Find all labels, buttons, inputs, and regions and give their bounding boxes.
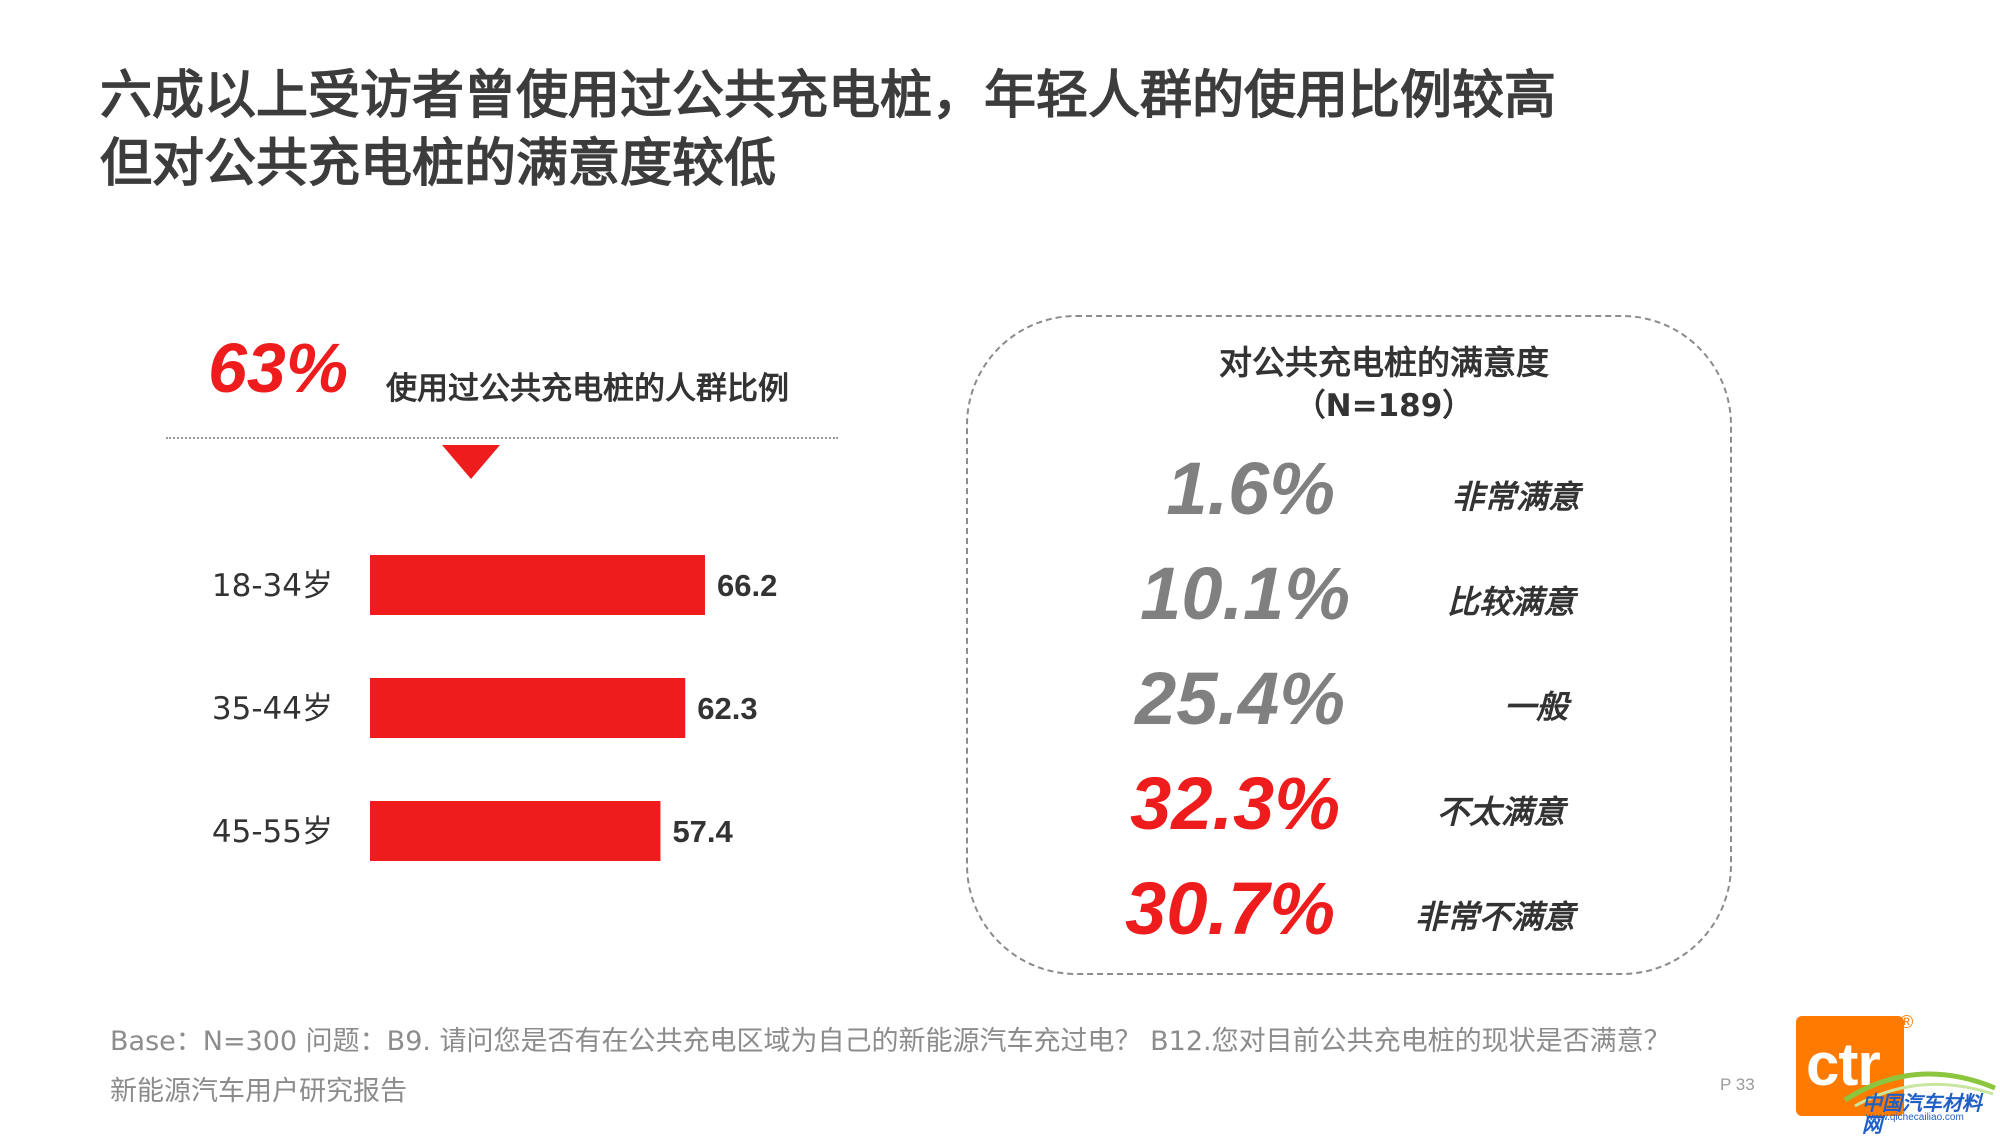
- title-line-2: 但对公共充电桩的满意度较低: [100, 134, 777, 194]
- satisfaction-percent: 1.6%: [1166, 447, 1335, 530]
- watermark-swoosh-icon: [1843, 1071, 1996, 1108]
- bar-category-label: 35-44岁: [212, 691, 333, 727]
- bar-value-label: 57.4: [672, 814, 733, 849]
- title-line-1: 六成以上受访者曾使用过公共充电桩，年轻人群的使用比例较高: [100, 66, 1557, 126]
- registered-mark: ®: [1900, 1012, 1914, 1032]
- satisfaction-panel: [966, 315, 1732, 975]
- bar-value-label: 66.2: [717, 568, 777, 603]
- page-number: P 33: [1720, 1075, 1755, 1094]
- bar: [370, 555, 705, 615]
- bar-value-label: 62.3: [697, 691, 757, 726]
- down-arrow-icon: [442, 445, 500, 479]
- usage-percent: 63%: [208, 329, 349, 407]
- page-title: 六成以上受访者曾使用过公共充电桩，年轻人群的使用比例较高 但对公共充电桩的满意度…: [100, 62, 1900, 198]
- satisfaction-label: 不太满意: [1436, 793, 1565, 831]
- usage-percent-label: 使用过公共充电桩的人群比例: [386, 371, 789, 407]
- satisfaction-percent: 10.1%: [1140, 552, 1350, 635]
- satisfaction-label: 比较满意: [1446, 583, 1575, 621]
- satisfaction-title: 对公共充电桩的满意度: [1219, 343, 1549, 382]
- report-name: 新能源汽车用户研究报告: [110, 1076, 407, 1107]
- satisfaction-percent: 25.4%: [1135, 657, 1345, 740]
- satisfaction-percent: 32.3%: [1130, 762, 1340, 845]
- bar: [370, 801, 661, 861]
- bar: [370, 678, 686, 738]
- watermark-url: www.qichecailiao.com: [1866, 1112, 1964, 1123]
- satisfaction-label: 非常不满意: [1414, 898, 1575, 936]
- bar-category-label: 45-55岁: [212, 814, 333, 850]
- dotted-divider: [166, 437, 838, 439]
- footnote: Base：N=300 问题：B9. 请问您是否有在公共充电区域为自己的新能源汽车…: [110, 1026, 1671, 1057]
- satisfaction-label: 非常满意: [1451, 478, 1580, 516]
- bar-category-label: 18-34岁: [212, 568, 333, 604]
- satisfaction-sample-size: （N=189）: [1294, 388, 1474, 424]
- satisfaction-percent: 30.7%: [1125, 867, 1335, 950]
- satisfaction-label: 一般: [1503, 688, 1568, 726]
